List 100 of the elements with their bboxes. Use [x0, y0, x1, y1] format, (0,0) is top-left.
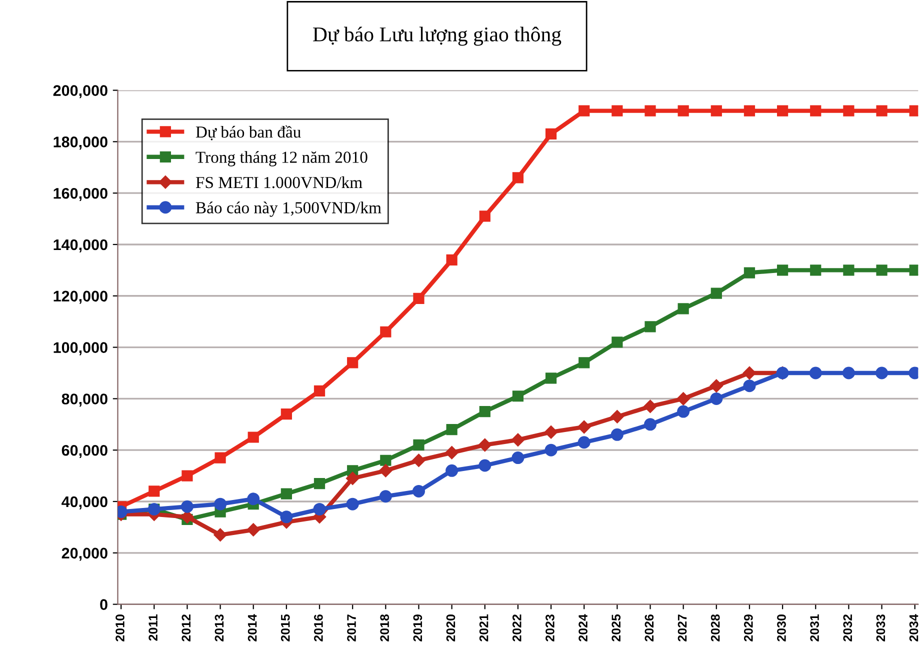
point — [610, 410, 624, 424]
x-tick-label: 2012 — [182, 614, 191, 642]
point — [545, 128, 557, 140]
point — [380, 454, 392, 466]
point — [777, 264, 788, 276]
point — [314, 478, 326, 490]
y-tick-label: 160,000 — [54, 188, 108, 201]
point — [446, 464, 458, 477]
point — [214, 498, 227, 510]
x-tick-label: 2026 — [644, 614, 654, 642]
point — [809, 366, 822, 380]
x-tick-label: 2019 — [413, 614, 422, 642]
point — [314, 385, 326, 397]
point — [744, 105, 756, 116]
legend-label: Dự báo ban đầu — [196, 125, 301, 140]
x-tick-label: 2018 — [380, 614, 390, 642]
point — [610, 428, 624, 441]
x-tick-label: 2031 — [810, 614, 819, 642]
point — [710, 105, 722, 116]
point — [810, 105, 822, 116]
x-tick-label: 2028 — [710, 614, 720, 642]
point — [248, 432, 259, 443]
point — [876, 264, 888, 276]
point — [379, 490, 392, 503]
point — [412, 484, 425, 498]
point — [280, 488, 292, 500]
point — [412, 454, 426, 467]
point — [644, 400, 657, 413]
y-tick-label: 180,000 — [54, 136, 108, 150]
point — [612, 336, 623, 348]
point — [678, 303, 689, 314]
point — [413, 292, 424, 304]
point — [446, 254, 458, 266]
point — [313, 502, 326, 516]
point — [777, 105, 788, 116]
x-tick-label: 2017 — [347, 614, 356, 642]
point — [478, 438, 492, 452]
point — [744, 267, 756, 278]
y-tick-label: 0 — [100, 599, 108, 610]
point — [512, 452, 524, 464]
point — [347, 357, 358, 368]
x-tick-label: 2032 — [843, 614, 852, 642]
y-tick-label: 140,000 — [54, 239, 108, 252]
y-tick-label: 80,000 — [62, 394, 108, 407]
x-tick-label: 2027 — [678, 614, 687, 642]
point — [445, 446, 458, 460]
point — [644, 321, 656, 332]
x-tick-label: 2016 — [314, 614, 323, 642]
x-tick-label: 2011 — [148, 614, 158, 641]
point — [710, 288, 722, 299]
point — [247, 492, 260, 506]
y-tick-label: 100,000 — [54, 342, 108, 356]
x-tick-label: 2022 — [512, 614, 522, 642]
point — [843, 264, 854, 276]
point — [379, 464, 392, 478]
point — [380, 326, 392, 338]
y-tick-label: 60,000 — [62, 444, 108, 458]
x-tick-label: 2015 — [280, 614, 290, 642]
point — [246, 523, 260, 536]
point — [214, 452, 226, 464]
point — [810, 264, 822, 276]
legend-label: Báo cáo này 1,500VND/km — [196, 202, 382, 217]
point — [843, 105, 854, 116]
x-tick-label: 2010 — [116, 614, 124, 642]
x-tick-label: 2024 — [578, 614, 588, 642]
point — [676, 392, 690, 406]
y-tick-label: 120,000 — [54, 290, 108, 304]
x-tick-label: 2034 — [909, 614, 918, 642]
point — [511, 433, 525, 446]
point — [678, 105, 689, 116]
point — [876, 366, 888, 380]
point — [710, 379, 723, 392]
point — [512, 172, 524, 184]
point — [876, 105, 888, 116]
point — [214, 528, 227, 542]
x-tick-label: 2029 — [744, 614, 753, 642]
x-tick-label: 2021 — [479, 614, 488, 642]
x-tick-label: 2033 — [876, 614, 886, 642]
point — [710, 392, 723, 405]
point — [743, 380, 756, 392]
x-tick-label: 2025 — [612, 614, 621, 642]
point — [842, 366, 855, 380]
point — [544, 444, 558, 456]
x-tick-label: 2020 — [446, 614, 456, 642]
point — [180, 510, 194, 524]
point — [182, 470, 193, 482]
point — [612, 105, 623, 116]
point — [742, 366, 756, 380]
point — [544, 426, 558, 439]
chart-title: Dự báo Lưu lượng giao thông — [313, 26, 562, 46]
point — [479, 210, 490, 222]
point — [512, 390, 524, 402]
point — [180, 500, 194, 513]
y-tick-label: 20,000 — [62, 548, 108, 561]
point — [346, 498, 359, 510]
point — [545, 372, 557, 384]
point — [148, 486, 160, 497]
point — [478, 459, 492, 472]
point — [346, 472, 360, 485]
point — [644, 418, 657, 431]
